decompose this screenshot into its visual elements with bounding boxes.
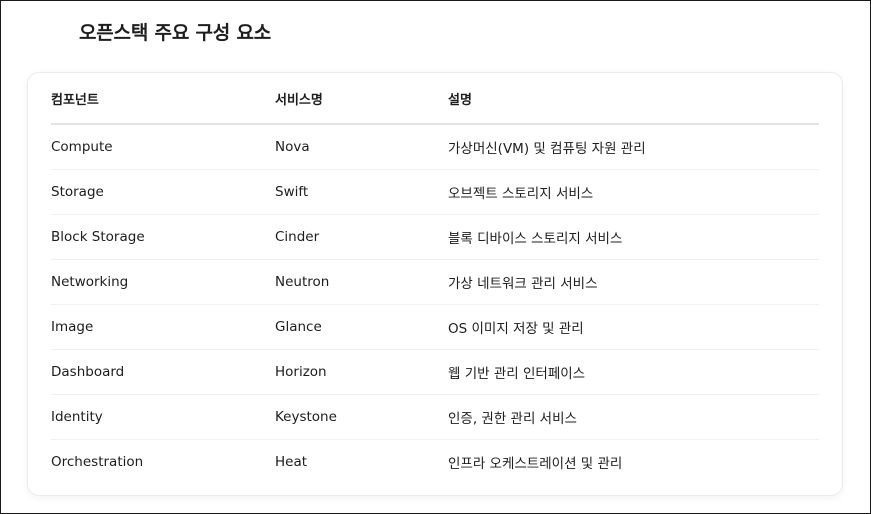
cell-service-name: Horizon	[275, 349, 448, 395]
cell-description: 가상머신(VM) 및 컴퓨팅 자원 관리	[448, 124, 819, 170]
components-table: 컴포넌트 서비스명 설명 Compute Nova 가상머신(VM) 및 컴퓨팅…	[51, 73, 819, 484]
header-description: 설명	[448, 73, 819, 125]
cell-component: Block Storage	[51, 214, 275, 260]
header-component: 컴포넌트	[51, 73, 275, 125]
cell-component: Networking	[51, 259, 275, 305]
cell-service-name: Nova	[275, 124, 448, 170]
cell-description: 인프라 오케스트레이션 및 관리	[448, 456, 623, 472]
cell-service-name: Keystone	[275, 394, 448, 440]
header-service-name: 서비스명	[275, 73, 448, 125]
table-row: Storage Swift 오브젝트 스토리지 서비스	[51, 169, 819, 215]
cell-description: 웹 기반 관리 인터페이스	[448, 349, 819, 395]
components-card: 컴포넌트 서비스명 설명 Compute Nova 가상머신(VM) 및 컴퓨팅…	[27, 72, 843, 496]
table-row: Compute Nova 가상머신(VM) 및 컴퓨팅 자원 관리	[51, 124, 819, 170]
cell-component: Compute	[51, 124, 275, 170]
cell-component: Storage	[51, 169, 275, 215]
cell-description: OS 이미지 저장 및 관리	[448, 304, 819, 350]
table-row: Dashboard Horizon 웹 기반 관리 인터페이스	[51, 349, 819, 395]
table-row: Orchestration Heat 인프라 오케스트레이션 및 관리	[51, 440, 819, 485]
cell-service-name: Glance	[275, 304, 448, 350]
cell-component: Image	[51, 304, 275, 350]
cell-service-name: Cinder	[275, 214, 448, 260]
table-row: Identity Keystone 인증, 권한 관리 서비스	[51, 394, 819, 440]
page-title: 오픈스택 주요 구성 요소	[79, 22, 272, 44]
cell-description: 오브젝트 스토리지 서비스	[448, 169, 819, 215]
table-body: Compute Nova 가상머신(VM) 및 컴퓨팅 자원 관리 Storag…	[51, 124, 819, 484]
cell-description: 인증, 권한 관리 서비스	[448, 394, 819, 440]
cell-description: 블록 디바이스 스토리지 서비스	[448, 214, 819, 260]
table-row: Image Glance OS 이미지 저장 및 관리	[51, 304, 819, 350]
cell-component: Orchestration	[51, 454, 144, 470]
cell-description: 가상 네트워크 관리 서비스	[448, 259, 819, 305]
cell-service-name: Swift	[275, 169, 448, 215]
table-row: Networking Neutron 가상 네트워크 관리 서비스	[51, 259, 819, 305]
table-header: 컴포넌트 서비스명 설명	[51, 73, 819, 125]
cell-service-name: Heat	[275, 454, 308, 470]
header-row: 컴포넌트 서비스명 설명	[51, 73, 819, 125]
table-row: Block Storage Cinder 블록 디바이스 스토리지 서비스	[51, 214, 819, 260]
cell-service-name: Neutron	[275, 259, 448, 305]
cell-component: Dashboard	[51, 349, 275, 395]
cell-component: Identity	[51, 394, 275, 440]
